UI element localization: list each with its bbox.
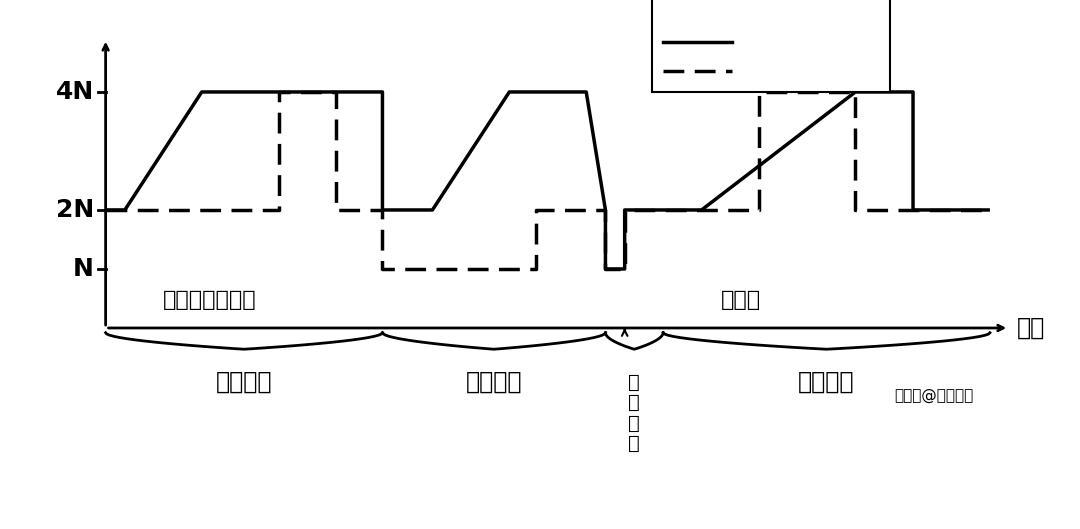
Bar xyxy=(651,0,890,92)
Text: DNA: DNA xyxy=(740,30,798,54)
Text: 有丝分裂: 有丝分裂 xyxy=(216,370,272,394)
Text: 4N: 4N xyxy=(56,80,94,104)
Text: 2N: 2N xyxy=(56,198,94,222)
Text: N: N xyxy=(73,257,94,281)
Text: 时期: 时期 xyxy=(1017,316,1045,340)
Text: 受精卵: 受精卵 xyxy=(720,290,761,311)
Text: 染色体: 染色体 xyxy=(740,59,782,83)
Text: 精（卵）原细胞: 精（卵）原细胞 xyxy=(163,290,257,311)
Text: 受
精
作
用: 受 精 作 用 xyxy=(629,373,640,453)
Text: 减数分裂: 减数分裂 xyxy=(465,370,523,394)
Text: 搜狐号@物理大师: 搜狐号@物理大师 xyxy=(894,388,973,403)
Text: 有丝分裂: 有丝分裂 xyxy=(798,370,854,394)
